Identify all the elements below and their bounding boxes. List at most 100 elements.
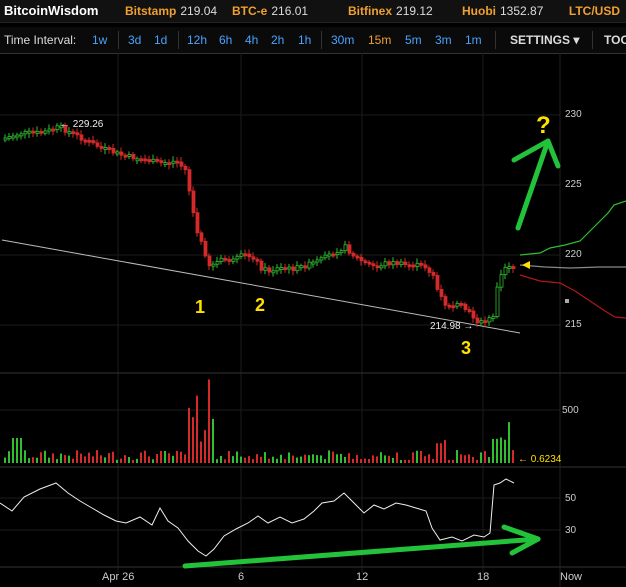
- volume-bar: [72, 458, 74, 463]
- candle: [239, 253, 244, 257]
- candle: [67, 131, 72, 135]
- volume-axis-label: 500: [562, 405, 579, 416]
- interval-1h[interactable]: 1h: [298, 33, 312, 47]
- interval-6h[interactable]: 6h: [219, 33, 233, 47]
- interval-1w[interactable]: 1w: [92, 33, 108, 47]
- candle: [451, 305, 456, 309]
- volume-bar: [52, 453, 54, 463]
- ask-depth-line: [519, 274, 626, 319]
- candle: [415, 262, 420, 267]
- candle: [491, 316, 496, 319]
- interval-1d[interactable]: 1d: [154, 33, 168, 47]
- osc-axis-label: 30: [565, 525, 577, 536]
- volume-bar: [344, 457, 346, 463]
- candle: [83, 139, 88, 143]
- volume-bar: [12, 438, 14, 463]
- divider: [592, 31, 593, 49]
- candle: [507, 266, 512, 269]
- volume-bar: [192, 417, 194, 463]
- volume-bar: [396, 452, 398, 463]
- candle: [231, 258, 236, 262]
- volume-bar: [40, 452, 42, 463]
- volume-bar: [36, 457, 38, 463]
- volume-bar: [444, 440, 446, 463]
- candle: [211, 263, 216, 267]
- candle: [139, 158, 144, 162]
- volume-bar: [108, 453, 110, 463]
- ticker-huobi[interactable]: Huobi 1352.87: [462, 4, 544, 18]
- volume-bar: [488, 457, 490, 463]
- candle: [59, 125, 64, 129]
- volume-bar: [280, 454, 282, 463]
- interval-15m[interactable]: 15m: [368, 33, 392, 47]
- candle: [499, 274, 504, 288]
- volume-bar: [140, 452, 142, 463]
- candle: [187, 169, 192, 192]
- tools-button[interactable]: TOO: [604, 33, 626, 47]
- candle: [111, 148, 116, 154]
- ticker-bitfinex[interactable]: Bitfinex 219.12: [348, 4, 433, 18]
- candle: [319, 257, 324, 261]
- current-price-marker: [522, 261, 530, 269]
- interval-5m[interactable]: 5m: [405, 33, 422, 47]
- candle: [255, 258, 260, 262]
- volume-bar: [148, 456, 150, 463]
- brand-logo[interactable]: BitcoinWisdom: [4, 3, 99, 18]
- candle: [275, 267, 280, 272]
- candle: [399, 261, 404, 265]
- volume-bar: [272, 456, 274, 463]
- ticker-bar: BitcoinWisdom Bitstamp 219.04 BTC-e 216.01…: [0, 0, 626, 23]
- candle: [19, 133, 24, 137]
- candle: [283, 267, 288, 271]
- up-arrow-annotation: [511, 138, 561, 231]
- volume-bar: [28, 458, 30, 463]
- volume-bar: [208, 379, 210, 463]
- interval-1m[interactable]: 1m: [465, 33, 482, 47]
- candle: [51, 128, 56, 132]
- volume-bar: [92, 456, 94, 463]
- volume-bar: [360, 459, 362, 463]
- candle: [191, 190, 196, 214]
- divider: [118, 31, 119, 49]
- candle: [227, 259, 232, 262]
- candle: [287, 266, 292, 270]
- ticker-btce[interactable]: BTC-e 216.01: [232, 4, 309, 18]
- candle: [23, 130, 28, 135]
- volume-bar: [372, 455, 374, 463]
- pair-selector[interactable]: LTC/USD: [568, 4, 620, 18]
- volume-bar: [180, 451, 182, 463]
- time-axis-label: 12: [356, 571, 368, 583]
- candle: [443, 296, 448, 306]
- candle: [35, 130, 40, 134]
- volume-bar: [504, 439, 506, 463]
- candle: [115, 151, 120, 155]
- volume-bar: [220, 455, 222, 463]
- volume-bar: [160, 450, 162, 463]
- candle: [91, 140, 96, 144]
- price-chart[interactable]: 230 225 220 215 500 50 30 Apr 26 6 12 18…: [0, 53, 626, 587]
- volume-bar: [172, 455, 174, 463]
- candle: [127, 154, 132, 157]
- candle: [159, 160, 164, 164]
- candle: [7, 136, 12, 139]
- volume-bar: [416, 450, 418, 463]
- ticker-bitstamp[interactable]: Bitstamp 219.04: [125, 4, 218, 18]
- interval-3d[interactable]: 3d: [128, 33, 142, 47]
- candle: [487, 317, 492, 323]
- volume-bar: [288, 452, 290, 463]
- settings-button[interactable]: SETTINGS ▾: [510, 33, 580, 47]
- candle: [391, 261, 396, 266]
- interval-3m[interactable]: 3m: [435, 33, 452, 47]
- interval-12h[interactable]: 12h: [187, 33, 208, 47]
- candle: [95, 142, 100, 147]
- volume-bar: [404, 459, 406, 463]
- interval-4h[interactable]: 4h: [245, 33, 259, 47]
- interval-30m[interactable]: 30m: [331, 33, 355, 47]
- interval-2h[interactable]: 2h: [271, 33, 285, 47]
- volume-bar: [60, 453, 62, 463]
- volume-bar: [292, 455, 294, 463]
- volume-bar: [248, 456, 250, 463]
- volume-bar: [460, 454, 462, 463]
- volume-bar: [188, 407, 190, 463]
- candle: [195, 212, 200, 234]
